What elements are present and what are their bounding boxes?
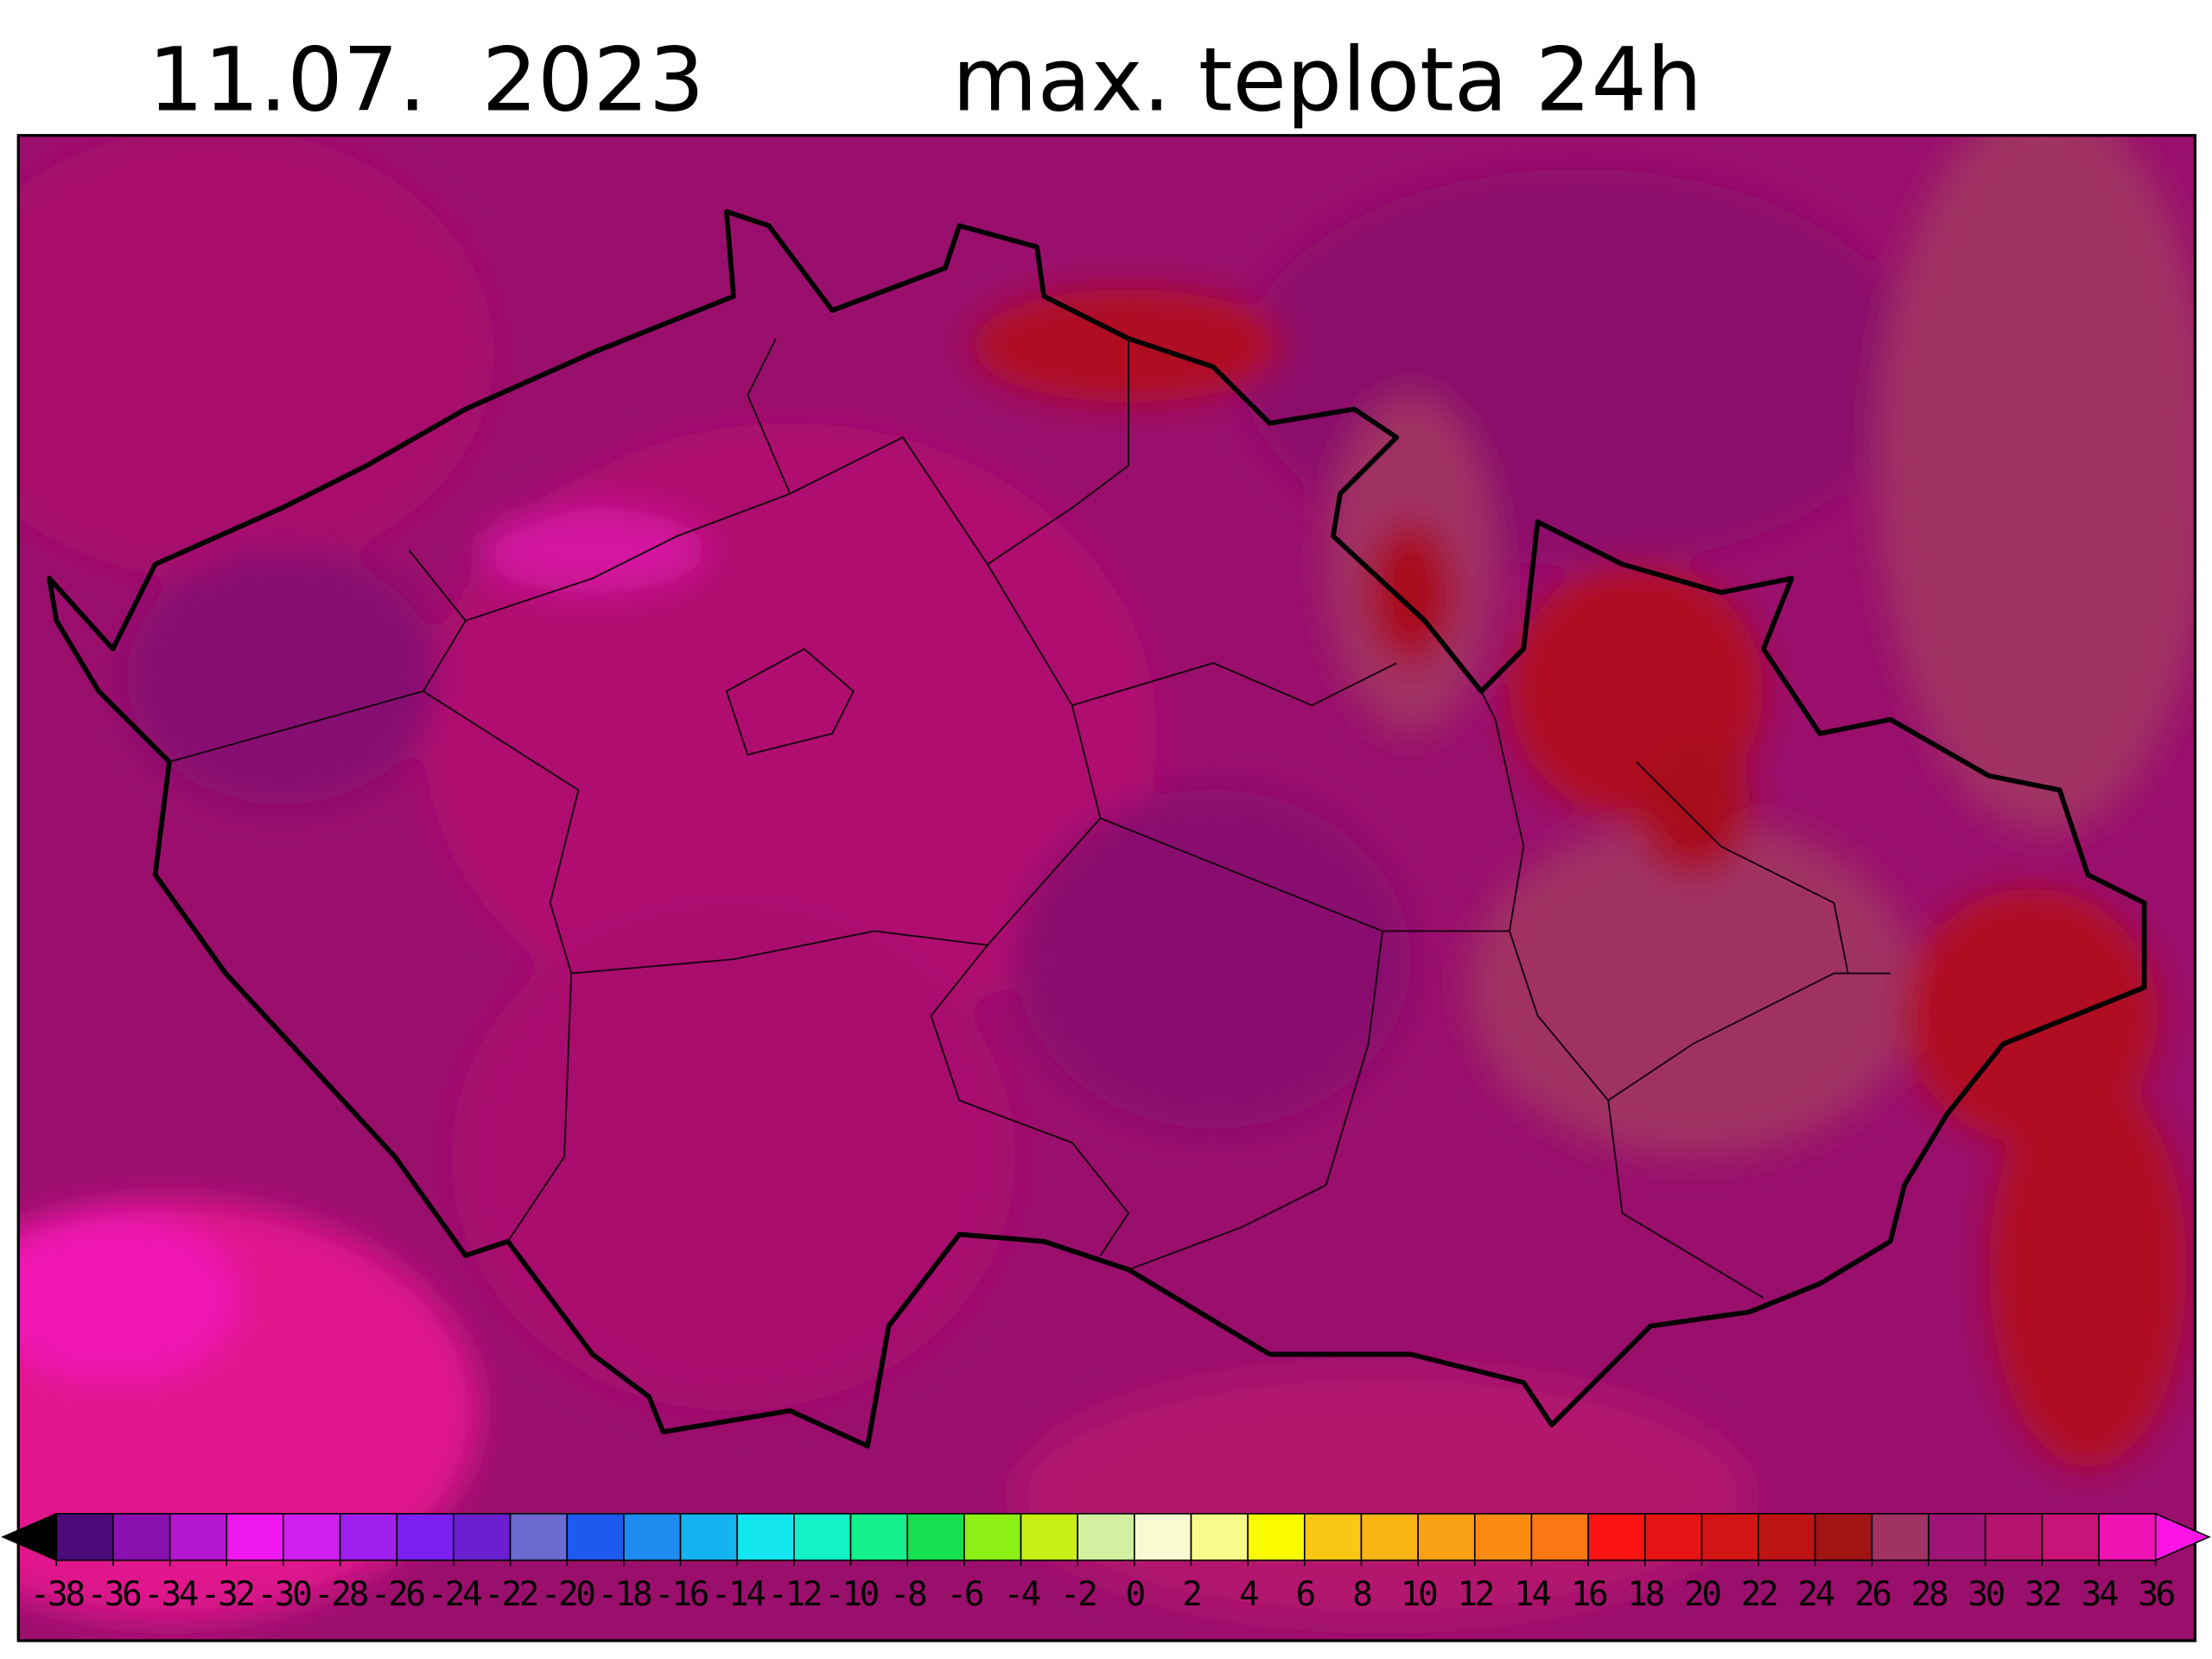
colorbar-label: -4: [1003, 1575, 1039, 1614]
color-box: [509, 1513, 569, 1561]
color-box: [2041, 1513, 2100, 1561]
color-box: [1020, 1513, 1078, 1561]
colorbar-label: 30: [1967, 1575, 2004, 1614]
color-box: [1700, 1513, 1759, 1561]
color-box: [1190, 1513, 1249, 1561]
colorbar-label: -32: [200, 1575, 254, 1614]
colorbar-label: -2: [1060, 1575, 1096, 1614]
color-box: [1473, 1513, 1533, 1561]
colorbar-label: 32: [2024, 1575, 2060, 1614]
temperature-field: [18, 135, 2196, 1641]
colorbar-label: 24: [1797, 1575, 1834, 1614]
colorbar-label: 2: [1182, 1575, 1200, 1614]
colorbar-label: -10: [824, 1575, 879, 1614]
colorbar-label: 18: [1627, 1575, 1663, 1614]
color-box: [1417, 1513, 1476, 1561]
color-box: [1814, 1513, 1873, 1561]
color-box: [963, 1513, 1022, 1561]
color-box: [1303, 1513, 1363, 1561]
colorbar-label: 20: [1684, 1575, 1720, 1614]
color-box: [226, 1513, 284, 1561]
colorbar-label: -14: [711, 1575, 766, 1614]
colorbar-label: -36: [86, 1575, 141, 1614]
colorbar-label: -22: [484, 1575, 537, 1614]
color-box: [168, 1513, 228, 1561]
colorbar-label: -8: [890, 1575, 926, 1614]
color-box: [1530, 1513, 1589, 1561]
colorbar-label: 36: [2138, 1575, 2174, 1614]
color-box: [1077, 1513, 1135, 1561]
colorbar-label: 10: [1401, 1575, 1437, 1614]
color-box: [679, 1513, 739, 1561]
colorbar-label: 6: [1296, 1575, 1315, 1614]
colorbar-label: -20: [541, 1575, 595, 1614]
colorbar-label: 34: [2082, 1575, 2118, 1614]
colorbar-label: -12: [767, 1575, 821, 1614]
colorbar-label: 28: [1911, 1575, 1948, 1614]
color-box: [1984, 1513, 2044, 1561]
colorbar-label: -16: [654, 1575, 709, 1614]
color-box: [1247, 1513, 1306, 1561]
colorbar-label: 26: [1854, 1575, 1891, 1614]
color-box: [283, 1513, 341, 1561]
color-box: [793, 1513, 852, 1561]
color-box: [1871, 1513, 1929, 1561]
colorbar-label: -18: [597, 1575, 652, 1614]
color-box: [55, 1513, 114, 1561]
colorbar-label: 8: [1352, 1575, 1371, 1614]
colorbar-label: 16: [1571, 1575, 1607, 1614]
colorbar-label: 0: [1126, 1575, 1145, 1614]
map-title: max. teplota 24h: [952, 29, 1702, 130]
country-border: [47, 209, 2147, 1449]
color-box: [339, 1513, 398, 1561]
colorbar-label: -34: [143, 1575, 198, 1614]
map-date: 11.07. 2023: [148, 29, 704, 130]
colorbar-label: -6: [947, 1575, 983, 1614]
color-box: [1643, 1513, 1703, 1561]
color-box: [1360, 1513, 1419, 1561]
color-box: [849, 1513, 909, 1561]
color-box: [623, 1513, 682, 1561]
color-box: [1928, 1513, 1986, 1561]
color-box: [1587, 1513, 1646, 1561]
colorbar-label: -28: [314, 1575, 368, 1614]
color-box: [396, 1513, 454, 1561]
colorbar-label: 14: [1514, 1575, 1550, 1614]
color-box: [112, 1513, 171, 1561]
colorbar-label: -26: [371, 1575, 425, 1614]
color-box: [1758, 1513, 1816, 1561]
color-box: [906, 1513, 965, 1561]
colorbar-label: -38: [30, 1575, 85, 1614]
colorbar-label: 22: [1741, 1575, 1777, 1614]
map-frame: [16, 134, 2197, 1643]
region-borders: [168, 338, 1891, 1299]
color-box: [1134, 1513, 1192, 1561]
colorbar: -38 -36 -34 -32 -30 -28 -26 -24 -22 -20 -18 -16 -14-…: [1, 1512, 2211, 1614]
color-box: [453, 1513, 512, 1561]
colorbar-label: -30: [257, 1575, 311, 1614]
colorbar-label: 12: [1457, 1575, 1492, 1614]
color-box: [566, 1513, 625, 1561]
colorbar-label: 4: [1239, 1575, 1258, 1614]
color-box: [736, 1513, 795, 1561]
color-box: [2098, 1513, 2157, 1561]
colorbar-label: -24: [427, 1575, 481, 1614]
